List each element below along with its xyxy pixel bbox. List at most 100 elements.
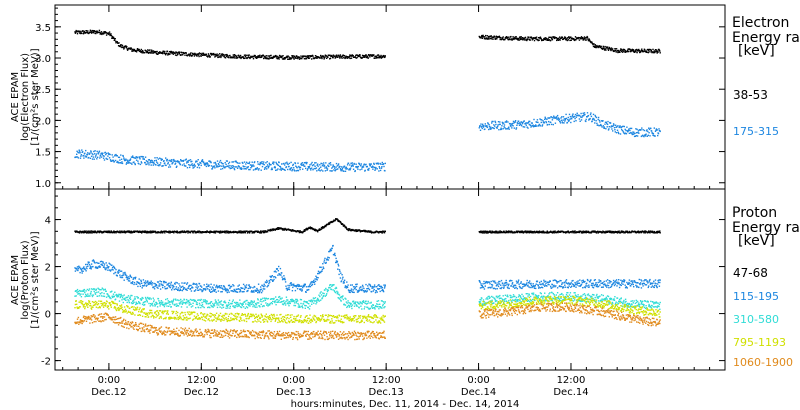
proton-point-310-580 <box>145 297 147 300</box>
electron-point-38-53 <box>131 50 133 52</box>
electron-point-175-315 <box>505 120 508 122</box>
electron-point-38-53 <box>89 31 91 33</box>
electron-point-38-53 <box>236 56 239 59</box>
electron-point-38-53 <box>574 39 576 41</box>
electron-point-175-315 <box>285 166 288 168</box>
electron-point-175-315 <box>543 121 545 123</box>
proton-point-115-195 <box>353 291 355 294</box>
electron-point-38-53 <box>177 52 180 54</box>
electron-point-175-315 <box>84 155 86 157</box>
electron-point-175-315 <box>572 113 574 115</box>
proton-point-310-580 <box>100 289 102 291</box>
electron-point-38-53 <box>589 41 592 43</box>
electron-point-38-53 <box>596 44 598 47</box>
proton-point-47-68 <box>653 232 655 234</box>
proton-point-310-580 <box>122 301 124 304</box>
proton-point-310-580 <box>79 290 82 292</box>
proton-point-47-68 <box>634 230 636 233</box>
proton-point-115-195 <box>582 279 584 281</box>
electron-point-38-53 <box>639 51 641 54</box>
proton-point-115-195 <box>602 286 604 288</box>
proton-point-47-68 <box>220 232 222 234</box>
proton-point-47-68 <box>324 224 327 227</box>
proton-point-115-195 <box>256 287 258 290</box>
electron-point-38-53 <box>288 56 290 58</box>
proton-point-47-68 <box>593 231 596 233</box>
proton-point-47-68 <box>224 230 226 232</box>
proton-point-47-68 <box>186 230 189 233</box>
electron-point-38-53 <box>565 38 568 40</box>
electron-point-175-315 <box>636 135 639 137</box>
electron-point-38-53 <box>366 55 368 58</box>
proton-point-115-195 <box>497 285 500 288</box>
electron-point-175-315 <box>504 121 507 123</box>
proton-point-47-68 <box>651 231 653 234</box>
proton-point-47-68 <box>573 232 575 234</box>
electron-point-38-53 <box>521 38 523 41</box>
electron-point-38-53 <box>615 48 617 50</box>
proton-point-47-68 <box>614 230 616 233</box>
electron-point-175-315 <box>165 164 167 167</box>
proton-point-47-68 <box>118 231 121 234</box>
electron-point-38-53 <box>346 57 348 59</box>
proton-point-115-195 <box>317 277 319 279</box>
electron-point-38-53 <box>135 50 137 52</box>
proton-point-115-195 <box>373 286 375 288</box>
electron-point-38-53 <box>179 51 181 53</box>
electron-point-175-315 <box>614 129 616 131</box>
electron-point-175-315 <box>552 117 554 119</box>
proton-point-115-195 <box>98 262 100 264</box>
electron-point-175-315 <box>201 159 204 161</box>
electron-point-175-315 <box>257 161 259 163</box>
proton-point-115-195 <box>576 284 578 286</box>
proton-point-47-68 <box>574 230 576 232</box>
proton-point-115-195 <box>585 285 587 287</box>
electron-point-175-315 <box>337 163 340 165</box>
proton-point-115-195 <box>323 259 326 261</box>
electron-point-175-315 <box>491 127 494 129</box>
electron-point-175-315 <box>218 165 220 167</box>
electron-point-38-53 <box>296 57 298 59</box>
proton-point-115-195 <box>375 290 377 292</box>
proton-point-47-68 <box>543 231 545 233</box>
proton-point-47-68 <box>213 231 215 234</box>
electron-point-38-53 <box>532 38 534 40</box>
proton-point-310-580 <box>123 294 125 296</box>
electron-point-175-315 <box>596 122 598 125</box>
electron-point-38-53 <box>638 50 640 52</box>
electron-point-175-315 <box>228 161 231 163</box>
electron-point-175-315 <box>169 159 171 161</box>
proton-point-115-195 <box>615 279 618 281</box>
electron-point-38-53 <box>288 58 291 60</box>
proton-point-47-68 <box>87 230 89 232</box>
electron-point-38-53 <box>332 54 335 56</box>
electron-point-38-53 <box>619 51 621 53</box>
proton-point-115-195 <box>139 283 141 285</box>
electron-point-38-53 <box>496 38 498 40</box>
proton-point-47-68 <box>366 230 368 232</box>
proton-point-115-195 <box>80 268 83 271</box>
electron-point-38-53 <box>248 56 251 59</box>
electron-point-38-53 <box>105 34 108 36</box>
electron-point-175-315 <box>502 128 504 130</box>
proton-point-310-580 <box>82 293 84 295</box>
electron-point-175-315 <box>586 112 589 114</box>
electron-point-175-315 <box>497 124 499 126</box>
electron-point-175-315 <box>155 164 157 166</box>
electron-point-38-53 <box>601 47 603 50</box>
proton-point-115-195 <box>495 282 497 284</box>
electron-point-175-315 <box>541 119 543 121</box>
proton-point-115-195 <box>141 282 143 284</box>
proton-point-47-68 <box>609 231 611 234</box>
electron-point-175-315 <box>513 127 515 129</box>
electron-point-38-53 <box>381 56 383 58</box>
proton-point-115-195 <box>484 285 486 287</box>
electron-point-38-53 <box>531 39 533 41</box>
proton-point-47-68 <box>646 231 648 233</box>
proton-point-47-68 <box>590 232 593 234</box>
proton-point-47-68 <box>311 227 313 229</box>
proton-point-310-580 <box>118 300 121 302</box>
electron-point-38-53 <box>221 54 223 56</box>
proton-point-47-68 <box>96 231 98 233</box>
electron-point-175-315 <box>297 169 300 172</box>
